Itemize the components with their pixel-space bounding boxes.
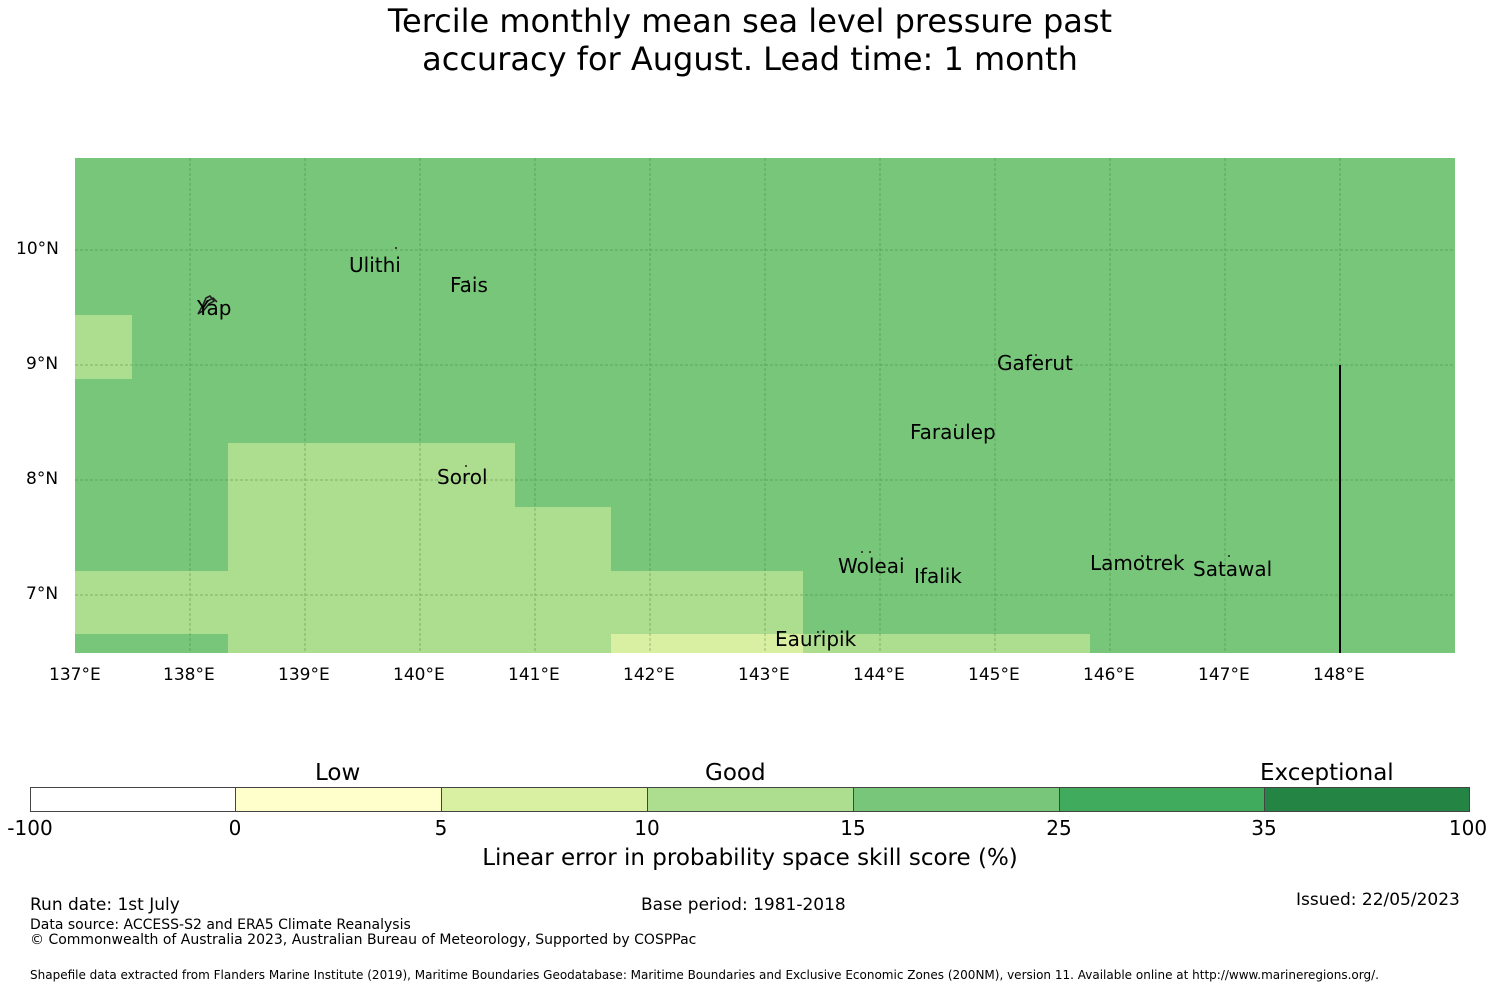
lon-label: 141°E — [508, 665, 560, 685]
colorbar-segment — [1059, 787, 1265, 812]
base-period: Base period: 1981-2018 — [641, 895, 846, 915]
colorbar-segment — [30, 787, 236, 812]
colorbar-segment — [853, 787, 1060, 812]
lat-label-10n: 10°N — [16, 239, 59, 259]
colorbar-label: Linear error in probability space skill … — [482, 845, 1018, 871]
colorbar-tick: 25 — [1046, 816, 1072, 840]
colorbar-tick: 5 — [434, 816, 448, 840]
colorbar-tick: 100 — [1448, 816, 1488, 840]
issued-date: Issued: 22/05/2023 — [1296, 890, 1460, 910]
place-gaferut: Gaferut — [997, 351, 1073, 375]
place-lamotrek: Lamotrek — [1090, 551, 1185, 575]
yap-island-shape — [197, 294, 218, 315]
colorbar-segment — [441, 787, 648, 812]
category-good: Good — [705, 760, 766, 786]
lat-label-9n: 9°N — [26, 354, 59, 374]
category-low: Low — [315, 760, 361, 786]
copyright: © Commonwealth of Australia 2023, Austra… — [30, 932, 697, 948]
skill-cell — [228, 443, 515, 653]
place-fais: Fais — [450, 273, 488, 297]
colorbar-segment — [1264, 787, 1470, 812]
skill-cell — [611, 634, 803, 653]
skill-cell — [803, 634, 1090, 653]
lon-label: 139°E — [278, 665, 330, 685]
lon-label: 143°E — [738, 665, 790, 685]
colorbar-tick: 35 — [1251, 816, 1277, 840]
colorbar-segment — [235, 787, 442, 812]
place-faraulep: Faraulep — [910, 420, 996, 444]
lon-label: 140°E — [393, 665, 445, 685]
lon-label: 144°E — [853, 665, 905, 685]
place-satawal: Satawal — [1193, 557, 1273, 581]
chart-title: Tercile monthly mean sea level pressure … — [0, 2, 1500, 78]
colorbar-segment — [647, 787, 854, 812]
lon-label: 146°E — [1083, 665, 1135, 685]
skill-map — [75, 158, 1455, 653]
lon-label: 138°E — [163, 665, 215, 685]
place-woleai: Woleai — [838, 554, 905, 578]
place-eauripik: Eauripik — [775, 627, 857, 651]
lon-label: 148°E — [1313, 665, 1365, 685]
title-line-1: Tercile monthly mean sea level pressure … — [387, 2, 1113, 40]
category-exceptional: Exceptional — [1260, 760, 1394, 786]
lon-label: 142°E — [623, 665, 675, 685]
colorbar-tick: 15 — [840, 816, 866, 840]
lon-label: 145°E — [968, 665, 1020, 685]
run-date: Run date: 1st July — [30, 895, 180, 915]
place-ulithi: Ulithi — [349, 253, 401, 277]
colorbar-tick: -100 — [7, 816, 53, 840]
skill-cell — [75, 571, 228, 634]
place-ifalik: Ifalik — [914, 564, 962, 588]
lat-label-7n: 7°N — [26, 584, 59, 604]
skill-cell — [515, 507, 611, 653]
skill-cell — [75, 315, 132, 379]
place-sorol: Sorol — [437, 465, 488, 489]
island-marks — [395, 247, 1230, 633]
lat-label-8n: 8°N — [26, 469, 59, 489]
shapefile-credit: Shapefile data extracted from Flanders M… — [30, 968, 1379, 982]
colorbar-tick: 0 — [228, 816, 242, 840]
title-line-2: accuracy for August. Lead time: 1 month — [422, 40, 1078, 78]
lon-label: 137°E — [49, 665, 101, 685]
place-yap: Yap — [197, 296, 232, 320]
colorbar-tick: 10 — [634, 816, 660, 840]
data-source: Data source: ACCESS-S2 and ERA5 Climate … — [30, 917, 411, 933]
lon-label: 147°E — [1198, 665, 1250, 685]
